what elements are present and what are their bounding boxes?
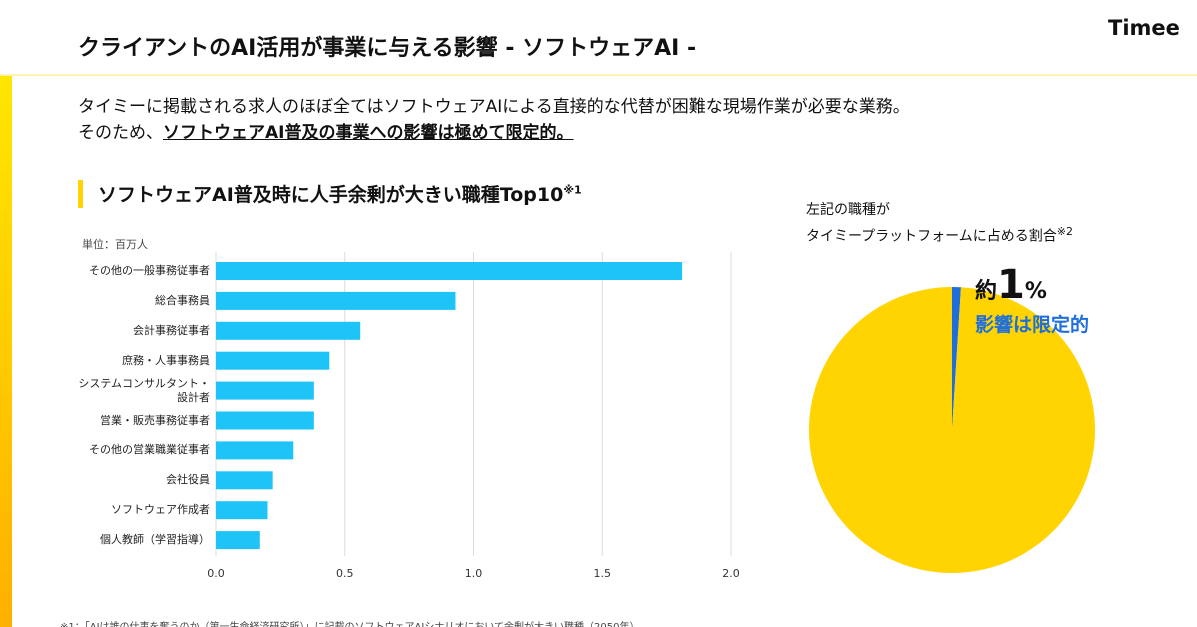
x-tick-label: 0.5 [336,567,354,580]
body-text: そのため、 [78,123,163,143]
bar [216,291,456,310]
y-tick-label: 総合事務員 [155,293,210,307]
bar [216,471,273,490]
y-tick-label: 営業・販売事務従事者 [100,413,210,427]
bar [216,351,330,370]
title-text: ソフトウェアAI普及時に人手余剰が大きい職種Top10 [98,184,564,206]
bar [216,501,268,520]
pie-value-label: 約1% [975,262,1047,308]
body-line: そのため、ソフトウェアAI普及の事業への影響は極めて限定的。 [78,118,573,143]
title-marker [78,180,83,208]
brand-logo: Timee [1108,16,1180,40]
bar [216,321,361,340]
header-rule [0,74,1197,76]
bar [216,381,314,400]
y-tick-label: システムコンサルタント・設計者 [78,376,210,404]
unit-label: 単位：百万人 [82,238,148,251]
footnote: ※1：「AIは誰の仕事を奪うのか（第一生命経済研究所）」に記載のソフトウェアAI… [60,618,639,627]
title-note: ※2 [1056,225,1073,238]
title-note: ※1 [563,183,582,197]
y-tick-label: 会計事務従事者 [133,323,210,337]
y-tick-label: 個人教師（学習指導） [100,533,210,547]
pie-slice [809,287,1096,573]
side-stripe [0,76,12,627]
bar [216,411,314,430]
title-text: 左記の職種が タイミープラットフォームに占める割合 [806,202,1057,245]
pie-chart-title: 左記の職種が タイミープラットフォームに占める割合※2 [806,200,1073,248]
slide-title: クライアントのAI活用が事業に与える影響 - ソフトウェアAI - [78,36,697,61]
body-emphasis: ソフトウェアAI普及の事業への影響は極めて限定的。 [163,123,574,143]
x-tick-label: 2.0 [722,567,740,580]
bar [216,441,294,460]
pie-annotation: 影響は限定的 [975,314,1090,336]
x-tick-label: 1.5 [594,567,612,580]
y-tick-label: ソフトウェア作成者 [111,503,210,517]
bar [216,262,683,280]
bar [216,531,260,550]
y-tick-label: 会社役員 [166,473,210,487]
x-tick-label: 0.0 [207,567,225,580]
y-tick-label: その他の一般事務従事者 [89,264,210,277]
body-line: タイミーに掲載される求人のほぼ全てはソフトウェアAIによる直接的な代替が困難な現… [78,97,910,117]
x-tick-label: 1.0 [465,567,483,580]
y-tick-label: 庶務・人事事務員 [122,353,210,367]
bar-chart-title: ソフトウェアAI普及時に人手余剰が大きい職種Top10※1 [98,180,582,207]
y-tick-label: その他の営業職業従事者 [89,443,210,457]
pie-slice [952,287,961,430]
